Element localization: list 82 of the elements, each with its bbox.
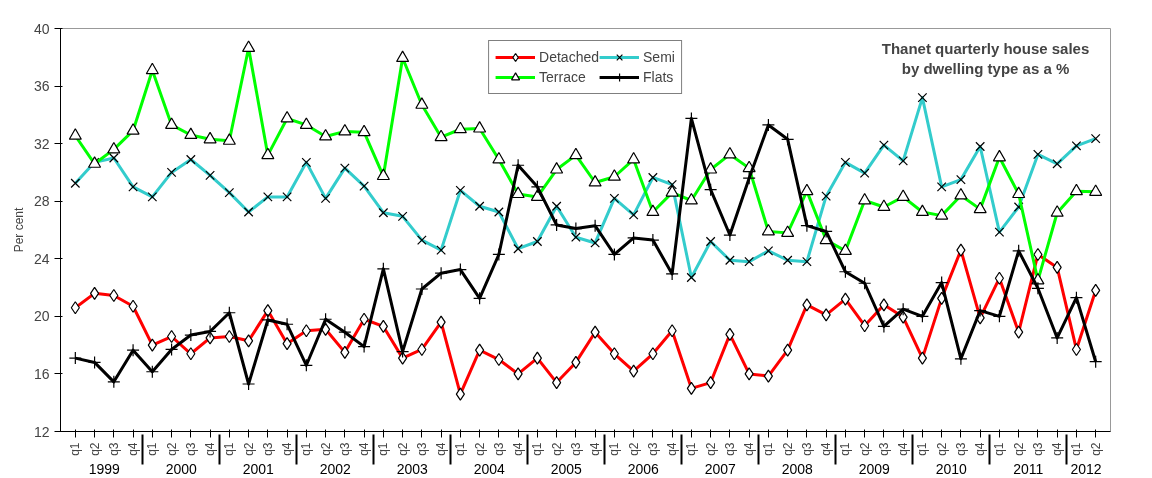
category-label: q4 (511, 442, 526, 456)
category-label: q3 (876, 442, 891, 456)
category-label: q1 (992, 442, 1007, 456)
category-label: q1 (68, 442, 83, 456)
category-label: q3 (568, 442, 583, 456)
category-label: 2012 (1070, 460, 1102, 477)
category-label: q3 (414, 442, 429, 456)
legend-label: Semi (643, 49, 675, 65)
category-label: 2008 (781, 460, 813, 477)
category-label: q1 (915, 442, 930, 456)
category-label: q1 (453, 442, 468, 456)
category-label: q2 (87, 442, 102, 456)
category-label: q4 (819, 442, 834, 456)
category-label: q2 (1088, 442, 1103, 456)
category-label: q4 (280, 442, 295, 456)
category-label: 2005 (550, 460, 582, 477)
category-label: 2011 (1013, 460, 1044, 477)
category-label: 2000 (165, 460, 197, 477)
category-label: q3 (260, 442, 275, 456)
category-label: q4 (203, 442, 218, 456)
y-tick-label: 36 (33, 78, 50, 95)
category-label: 2007 (704, 460, 736, 477)
y-tick-label: 32 (33, 135, 50, 152)
y-tick-label: 40 (33, 20, 50, 37)
category-label: q2 (626, 442, 641, 456)
category-label: q3 (953, 442, 968, 456)
category-label: q2 (703, 442, 718, 456)
category-label: q1 (222, 442, 237, 456)
y-tick-label: 24 (33, 250, 50, 267)
category-label: q2 (318, 442, 333, 456)
category-label: q2 (857, 442, 872, 456)
category-label: 2006 (627, 460, 659, 477)
category-label: q2 (472, 442, 487, 456)
category-label: q1 (607, 442, 622, 456)
category-label: q2 (1011, 442, 1026, 456)
y-tick-label: 20 (33, 308, 50, 325)
category-label: q4 (434, 442, 449, 456)
category-label: q1 (530, 442, 545, 456)
category-label: q2 (934, 442, 949, 456)
category-label: 2009 (858, 460, 890, 477)
category-label: q1 (761, 442, 776, 456)
category-label: q1 (838, 442, 853, 456)
text: Thanet quarterly house sales by dwelling type as a % (881, 39, 1090, 77)
category-label: q2 (241, 442, 256, 456)
category-label: 2004 (473, 460, 505, 477)
category-label: q4 (588, 442, 603, 456)
category-label: 2002 (319, 460, 351, 477)
legend-label: Detached (539, 49, 600, 65)
category-label: q2 (395, 442, 410, 456)
legend-label: Terrace (539, 69, 586, 85)
category-label: q3 (645, 442, 660, 456)
category-label: 2010 (935, 460, 967, 477)
y-tick-label: 12 (33, 423, 50, 440)
category-label: 2003 (396, 460, 428, 477)
category-label: q4 (665, 442, 680, 456)
category-label: q1 (145, 442, 160, 456)
category-label: q2 (549, 442, 564, 456)
category-label: q4 (1050, 442, 1065, 456)
category-label: q3 (337, 442, 352, 456)
category-label: q4 (126, 442, 141, 456)
category-label: q1 (376, 442, 391, 456)
category-label: q1 (299, 442, 314, 456)
category-label: q1 (1069, 442, 1084, 456)
category-label: q1 (684, 442, 699, 456)
category-label: q3 (799, 442, 814, 456)
category-label: 2001 (242, 460, 274, 477)
category-label: q4 (896, 442, 911, 456)
category-label: q3 (1030, 442, 1045, 456)
category-label: q4 (357, 442, 372, 456)
category-label: q3 (722, 442, 737, 456)
category-label: q3 (106, 442, 121, 456)
category-label: q2 (780, 442, 795, 456)
y-axis-title: Per cent (11, 206, 26, 253)
y-tick-label: 28 (33, 193, 50, 210)
category-label: q2 (164, 442, 179, 456)
category-label: q3 (491, 442, 506, 456)
category-label: q4 (973, 442, 988, 456)
category-label: q4 (742, 442, 757, 456)
legend-label: Flats (643, 69, 674, 85)
category-label: q3 (183, 442, 198, 456)
category-label: 1999 (88, 460, 120, 477)
y-tick-label: 16 (33, 365, 50, 382)
